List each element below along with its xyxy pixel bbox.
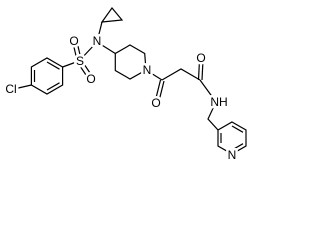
atom-label: N bbox=[93, 34, 102, 48]
double-bond bbox=[231, 143, 244, 151]
bond bbox=[13, 84, 32, 90]
bond bbox=[96, 21, 103, 43]
double-bond bbox=[76, 41, 82, 60]
atom-label: O bbox=[196, 51, 205, 65]
atom-label: NH bbox=[210, 95, 227, 109]
molecule-diagram: Cl S O O N N O O NH N bbox=[3, 7, 247, 165]
bond bbox=[145, 69, 163, 81]
atom-label: O bbox=[86, 72, 95, 86]
atom-label: N bbox=[228, 148, 237, 162]
piperidine-ring bbox=[114, 44, 147, 80]
benzene-ring bbox=[30, 57, 64, 95]
double-bond bbox=[81, 60, 93, 77]
pyridine-ring bbox=[217, 121, 247, 155]
double-bond bbox=[77, 62, 89, 79]
atom-label: O bbox=[151, 96, 160, 110]
double-bond bbox=[158, 80, 165, 102]
bond bbox=[96, 41, 116, 55]
bonds bbox=[13, 7, 247, 155]
cyclopropane-ring bbox=[100, 7, 124, 23]
chain bbox=[199, 79, 219, 131]
double-bond bbox=[231, 125, 244, 133]
double-bond bbox=[72, 42, 78, 61]
bond bbox=[78, 41, 98, 62]
atom-labels: Cl S O O N N O O NH N bbox=[3, 32, 239, 165]
double-bond bbox=[201, 59, 204, 81]
double-bond bbox=[46, 82, 60, 91]
double-bond bbox=[197, 59, 201, 81]
atom-label: S bbox=[76, 54, 84, 68]
bond bbox=[62, 60, 80, 68]
chain bbox=[161, 68, 201, 81]
atom-label: O bbox=[69, 34, 78, 48]
atom-label: Cl bbox=[5, 82, 16, 96]
atom-label: N bbox=[143, 63, 152, 77]
double-bond bbox=[46, 61, 60, 70]
double-bond bbox=[154, 79, 162, 101]
